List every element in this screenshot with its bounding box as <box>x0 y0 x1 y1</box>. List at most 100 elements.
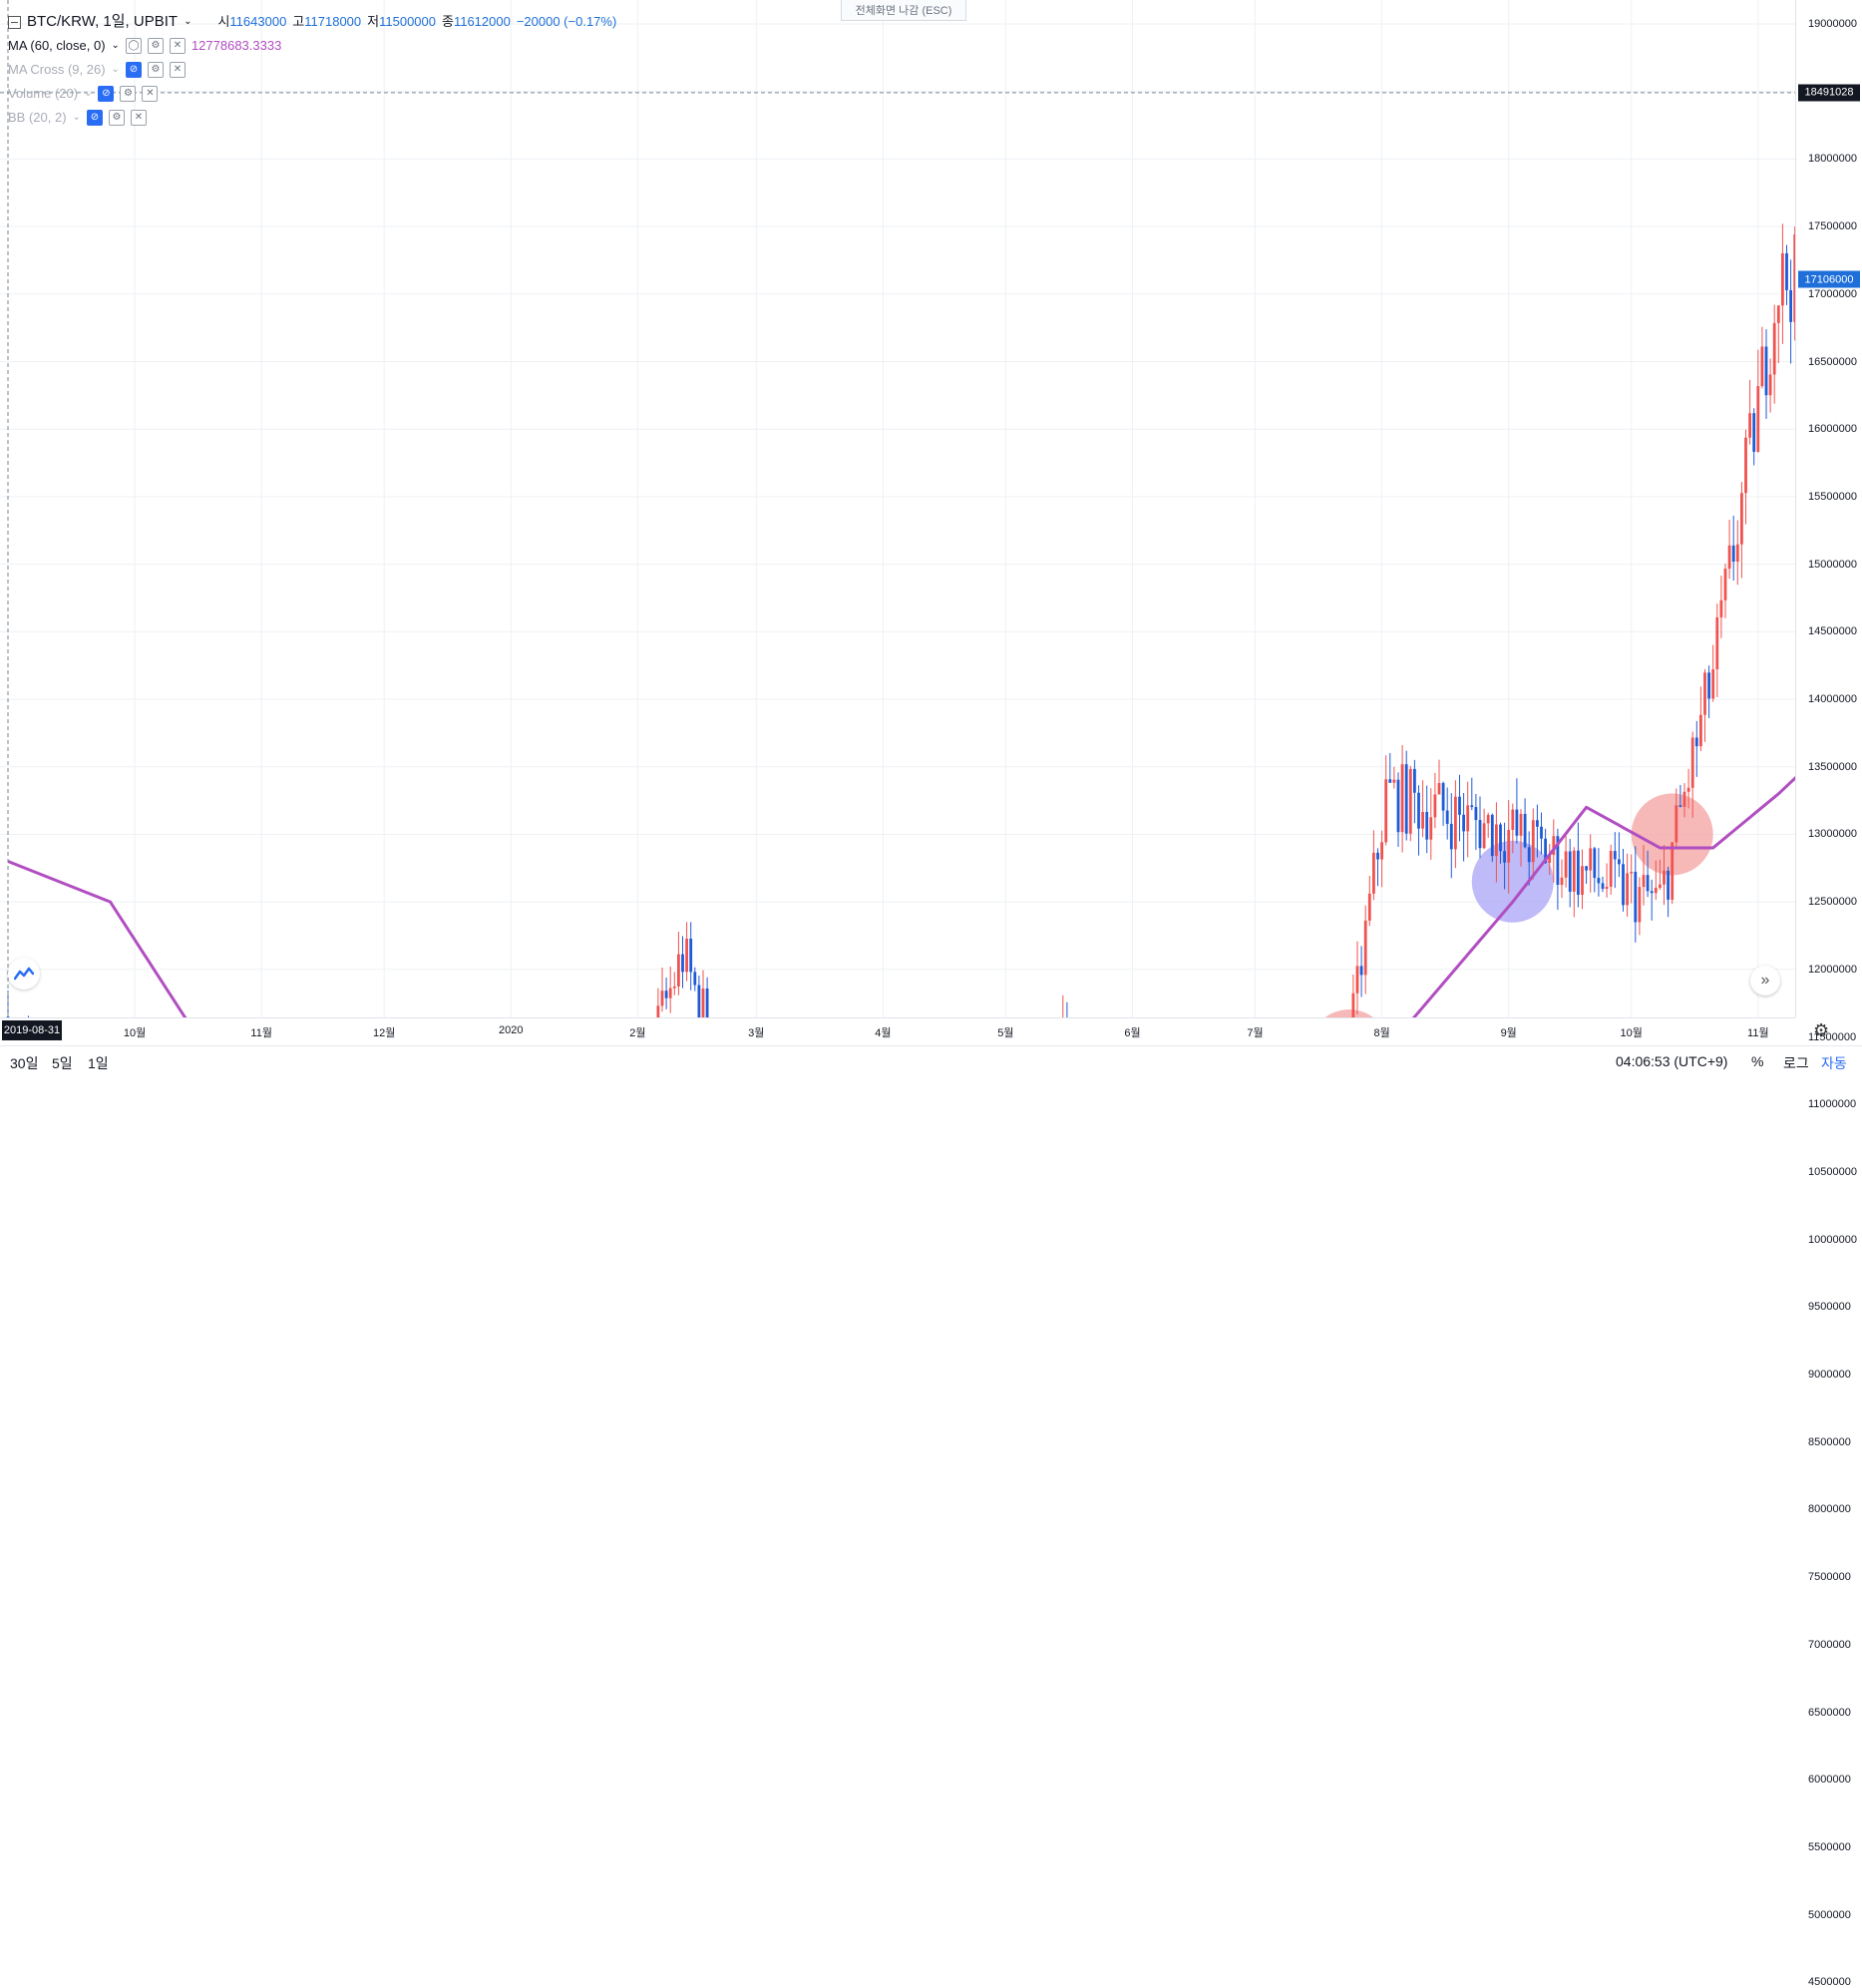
range-1d-button[interactable]: 1일 <box>88 1055 109 1071</box>
price-chart[interactable] <box>0 0 1795 1017</box>
price-tick-label: 10000000 <box>1808 1233 1857 1246</box>
candle-body <box>1433 794 1437 818</box>
candle-body <box>1548 855 1552 864</box>
candle-body <box>1707 672 1710 699</box>
settings-icon[interactable]: ⚙ <box>147 62 164 78</box>
symbol-title[interactable]: BTC/KRW, 1일, UPBIT <box>27 13 179 30</box>
show-icon[interactable]: ⊘ <box>86 110 103 126</box>
candle-body <box>1507 829 1511 863</box>
ma-60-line <box>7 775 1795 1017</box>
candle-body <box>1659 884 1662 888</box>
candle-body <box>1618 859 1621 865</box>
candle-body <box>1744 437 1747 494</box>
candle-body <box>1531 820 1535 863</box>
candle-body <box>1417 792 1420 829</box>
close-icon[interactable]: ✕ <box>142 86 159 102</box>
chevron-down-icon[interactable]: ⌄ <box>84 88 93 99</box>
tradingview-logo-icon[interactable] <box>8 958 40 990</box>
candle-body <box>1694 737 1698 747</box>
candle-body <box>1642 875 1646 888</box>
volume-legend-row: Volume (20) ⌄ ⊘ ⚙ ✕ <box>8 82 616 106</box>
candle-body <box>1760 346 1764 387</box>
volume-legend-label[interactable]: Volume (20) <box>8 86 79 101</box>
candle-body <box>1372 852 1375 894</box>
candle-body <box>1519 813 1523 836</box>
candle-body <box>689 939 693 973</box>
time-axis[interactable]: 2019-08-31 ⚙ 10월 11월 12월 2020 2월 3월 4월 5월 6월 7월 8월… <box>0 1017 1829 1046</box>
price-tick-label: 5000000 <box>1808 1908 1851 1921</box>
candle-body <box>1367 893 1371 921</box>
show-icon[interactable]: ⊘ <box>125 62 142 78</box>
candle-body <box>1536 820 1539 827</box>
candle-body <box>1690 737 1694 788</box>
macross-legend-label[interactable]: MA Cross (9, 26) <box>8 62 106 77</box>
candle-body <box>1768 374 1772 396</box>
ma-legend-label[interactable]: MA (60, close, 0) <box>8 38 106 53</box>
candle-body <box>1568 851 1572 892</box>
candle-body <box>1572 850 1576 892</box>
candle-body <box>1793 234 1795 322</box>
time-tick-label: 6월 <box>1124 1027 1141 1039</box>
candle-body <box>660 991 664 1006</box>
candle-body <box>1466 805 1470 832</box>
price-tick-label: 5500000 <box>1808 1840 1851 1853</box>
close-icon[interactable]: ✕ <box>169 38 186 54</box>
close-icon[interactable]: ✕ <box>169 62 186 78</box>
candle-body <box>1515 809 1519 836</box>
gear-icon[interactable]: ⚙ <box>1813 1020 1830 1040</box>
candle-body <box>1564 851 1568 878</box>
candle-body <box>1503 851 1506 863</box>
price-tick-label: 17000000 <box>1808 287 1857 300</box>
candle-body <box>1408 768 1412 834</box>
candle-body <box>1731 545 1735 563</box>
high-label: 고 <box>292 14 305 29</box>
crosshair-price-badge: 18491028 <box>1798 84 1860 102</box>
price-tick-label: 13500000 <box>1808 760 1857 773</box>
candle-body <box>1715 616 1719 669</box>
change-value: −20000 (−0.17%) <box>516 14 617 29</box>
hide-icon[interactable]: ◯ <box>125 38 142 54</box>
candle-body <box>1752 413 1756 452</box>
chevron-down-icon[interactable]: ⌄ <box>111 40 120 51</box>
candle-body <box>1437 783 1441 795</box>
candle-body <box>1359 966 1363 976</box>
candle-body <box>668 988 672 998</box>
candle-body <box>1703 672 1706 715</box>
candle-body <box>1748 413 1751 438</box>
candle-body <box>1474 807 1478 821</box>
chevron-down-icon[interactable]: ⌄ <box>184 16 192 27</box>
price-axis[interactable]: 1900000018500000180000001750000017000000… <box>1795 0 1862 1988</box>
candle-body <box>1723 569 1727 600</box>
price-tick-label: 8000000 <box>1808 1503 1851 1516</box>
price-tick-label: 10500000 <box>1808 1165 1857 1178</box>
scroll-to-realtime-button[interactable]: » <box>1750 966 1780 995</box>
settings-icon[interactable]: ⚙ <box>120 86 137 102</box>
bb-legend-label[interactable]: BB (20, 2) <box>8 110 67 125</box>
price-tick-label: 15500000 <box>1808 490 1857 503</box>
settings-icon[interactable]: ⚙ <box>108 110 125 126</box>
candle-body <box>1682 791 1686 807</box>
collapse-icon[interactable] <box>8 15 21 29</box>
candle-body <box>1650 891 1654 894</box>
show-icon[interactable]: ⊘ <box>98 86 115 102</box>
range-30d-button[interactable]: 30일 <box>10 1055 39 1071</box>
chart-area[interactable]: BTC/KRW, 1일, UPBIT ⌄ 시 11643000 고 11718000… <box>0 0 1795 1017</box>
candle-body <box>1785 252 1788 290</box>
candle-body <box>1523 813 1527 848</box>
settings-icon[interactable]: ⚙ <box>147 38 164 54</box>
chevron-down-icon[interactable]: ⌄ <box>72 112 81 123</box>
range-5d-button[interactable]: 5일 <box>52 1055 73 1071</box>
candle-body <box>681 954 684 973</box>
candle-body <box>1597 878 1601 884</box>
clock-timezone[interactable]: 04:06:53 (UTC+9) <box>1616 1053 1728 1069</box>
chevron-down-icon[interactable]: ⌄ <box>111 64 120 75</box>
time-tick-label: 3월 <box>748 1027 765 1039</box>
price-tick-label: 6000000 <box>1808 1774 1851 1787</box>
auto-scale-toggle[interactable]: 자동 <box>1821 1055 1847 1071</box>
close-icon[interactable]: ✕ <box>130 110 147 126</box>
close-value: 11612000 <box>453 14 511 29</box>
percent-scale-toggle[interactable]: % <box>1751 1053 1764 1069</box>
log-scale-toggle[interactable]: 로그 <box>1783 1055 1809 1071</box>
exit-fullscreen-button[interactable]: 전체화면 나감 (ESC) <box>841 0 966 21</box>
candle-body <box>1781 252 1784 306</box>
